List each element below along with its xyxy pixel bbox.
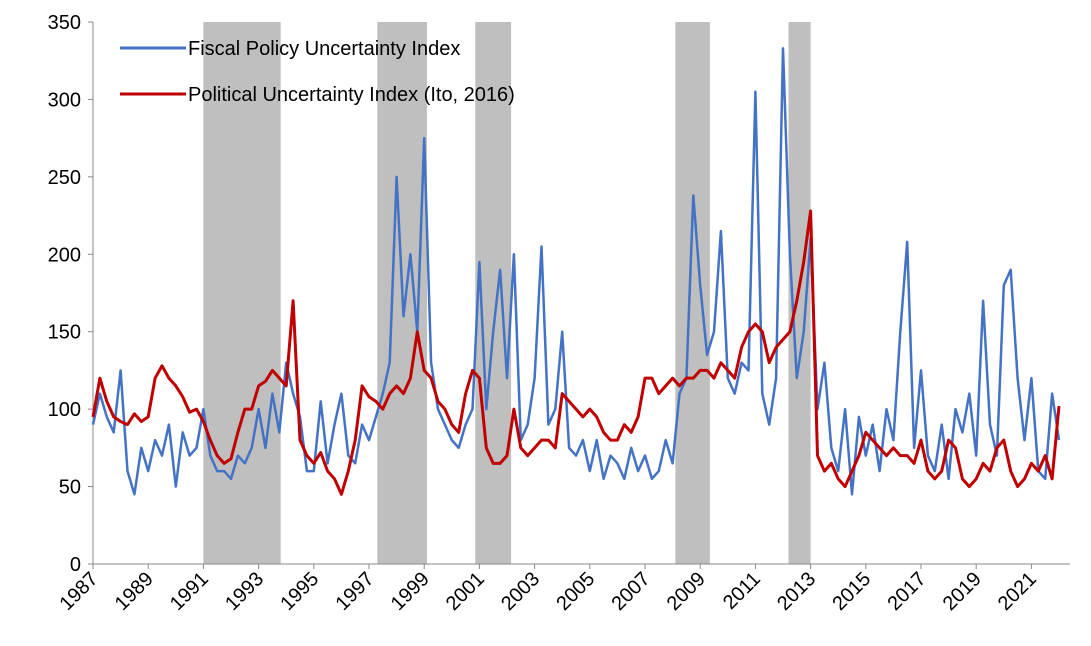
x-tick-label: 2019: [939, 568, 986, 615]
x-tick-label: 1987: [56, 568, 103, 615]
y-tick-label: 0: [70, 554, 81, 576]
x-tick-label: 2017: [884, 568, 931, 615]
y-tick-label: 100: [48, 399, 81, 421]
x-tick-label: 2013: [773, 568, 820, 615]
y-tick-label: 150: [48, 322, 81, 344]
y-tick-label: 250: [48, 167, 81, 189]
x-tick-label: 2011: [719, 568, 765, 614]
y-tick-label: 350: [48, 12, 81, 34]
x-tick-label: 2015: [828, 568, 875, 615]
x-tick-label: 1997: [332, 568, 379, 615]
x-tick-label: 1995: [276, 568, 323, 615]
x-tick-label: 1989: [111, 568, 158, 615]
x-tick-label: 1993: [221, 568, 268, 615]
x-tick-label: 2021: [994, 568, 1041, 615]
shaded-period: [203, 22, 281, 564]
x-tick-label: 2003: [497, 568, 544, 615]
x-tick-label: 1991: [166, 568, 213, 615]
x-tick-label: 1999: [387, 568, 434, 615]
x-tick-label: 2001: [442, 568, 489, 615]
shaded-period: [675, 22, 710, 564]
series-line: [91, 209, 1061, 496]
x-tick-label: 2009: [663, 568, 710, 615]
x-tick-label: 2005: [552, 568, 599, 615]
legend-label: Fiscal Policy Uncertainty Index: [188, 38, 460, 60]
y-tick-label: 300: [48, 89, 81, 111]
x-tick-label: 2007: [608, 568, 655, 615]
y-tick-label: 200: [48, 244, 81, 266]
legend-label: Political Uncertainty Index (Ito, 2016): [188, 84, 515, 106]
y-tick-label: 50: [59, 477, 81, 499]
series-line: [91, 47, 1061, 496]
